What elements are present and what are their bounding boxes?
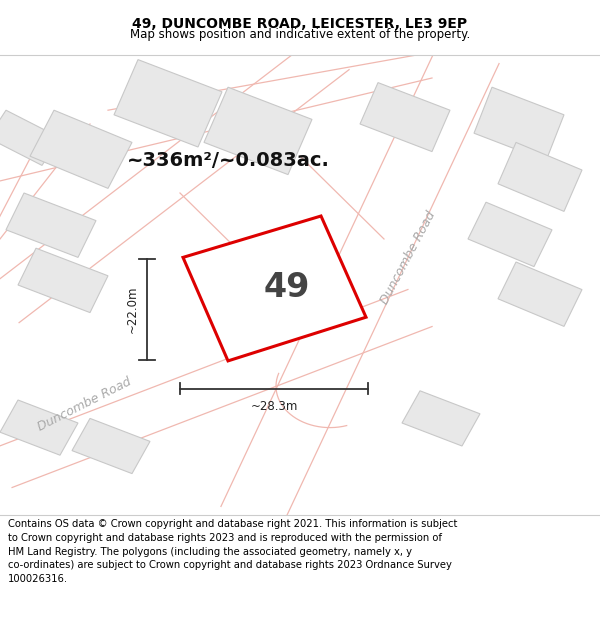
Text: 49: 49 [263, 271, 310, 304]
Polygon shape [30, 110, 132, 188]
Polygon shape [72, 418, 150, 474]
Polygon shape [204, 88, 312, 174]
Text: Duncombe Road: Duncombe Road [35, 376, 133, 434]
Polygon shape [360, 82, 450, 152]
Polygon shape [0, 400, 78, 455]
Polygon shape [114, 59, 222, 147]
Polygon shape [498, 262, 582, 326]
Text: ~22.0m: ~22.0m [125, 286, 139, 333]
Text: 49, DUNCOMBE ROAD, LEICESTER, LE3 9EP: 49, DUNCOMBE ROAD, LEICESTER, LE3 9EP [133, 16, 467, 31]
Text: ~28.3m: ~28.3m [251, 401, 298, 413]
Polygon shape [183, 216, 366, 361]
Polygon shape [468, 202, 552, 267]
Polygon shape [0, 110, 60, 166]
Polygon shape [498, 142, 582, 211]
Text: Map shows position and indicative extent of the property.: Map shows position and indicative extent… [130, 28, 470, 41]
Text: Duncombe Road: Duncombe Road [378, 209, 438, 306]
Text: Contains OS data © Crown copyright and database right 2021. This information is : Contains OS data © Crown copyright and d… [8, 519, 457, 584]
Polygon shape [18, 248, 108, 312]
Polygon shape [474, 88, 564, 161]
Text: ~336m²/~0.083ac.: ~336m²/~0.083ac. [127, 151, 329, 170]
Polygon shape [6, 193, 96, 258]
Polygon shape [402, 391, 480, 446]
